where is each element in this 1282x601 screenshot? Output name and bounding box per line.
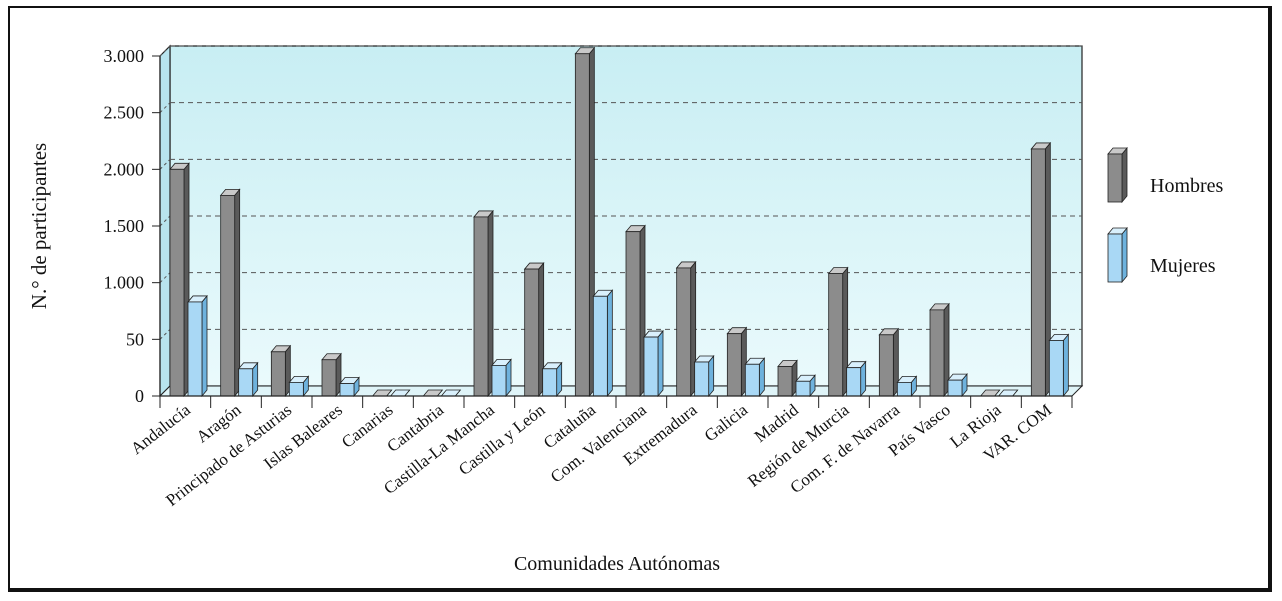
bar-front	[1030, 148, 1046, 397]
bar-front	[878, 334, 894, 397]
bar-hombres	[675, 260, 697, 398]
bar-mujeres	[187, 294, 208, 398]
gridline-side	[159, 215, 171, 227]
chart-frame: 0 50 1.000 1.500 2.000 2.500 3.000 Andalucía Ar…	[8, 6, 1272, 592]
y-tick-label: 1.500	[104, 216, 145, 236]
x-axis-label: Comunidades Autónomas	[514, 553, 720, 575]
y-tick-label: 0	[135, 386, 144, 406]
bar-front	[220, 194, 236, 397]
bar-front	[777, 366, 793, 397]
bar-front	[592, 295, 608, 397]
x-tick-label: Galicia	[701, 400, 752, 445]
bar-mujeres	[339, 376, 360, 398]
bar-front	[238, 368, 254, 397]
legend-label-mujeres: Mujeres	[1150, 255, 1216, 277]
bar-side	[606, 289, 613, 398]
bar-front	[491, 364, 507, 397]
bar-front	[1048, 340, 1064, 397]
gridline-side	[159, 102, 171, 114]
bar-mujeres	[896, 375, 918, 398]
bar-hombres	[625, 224, 646, 398]
bar-hombres	[270, 344, 292, 398]
legend-label-hombres: Hombres	[1150, 175, 1224, 197]
legend-swatch-side	[1121, 146, 1128, 204]
bar-front	[896, 381, 912, 397]
bar-side	[1062, 333, 1069, 398]
bar-side	[234, 188, 241, 398]
legend-swatch-front	[1107, 153, 1123, 203]
bar-side	[708, 354, 715, 398]
bar-front	[542, 368, 558, 397]
x-tick-label: Andalucía	[127, 400, 194, 458]
bar-front	[339, 383, 355, 397]
bar-mujeres	[592, 289, 614, 398]
bar-front	[321, 359, 337, 397]
bar-mujeres	[288, 375, 310, 398]
bar-hombres	[574, 46, 596, 398]
bar-front	[169, 168, 185, 397]
bar-front	[726, 333, 742, 397]
bar-hombres	[219, 188, 241, 398]
bar-hombres	[473, 209, 494, 398]
bar-mujeres	[491, 358, 512, 398]
gridline-side	[159, 45, 171, 57]
bar-mujeres	[947, 373, 968, 398]
bar-hombres	[878, 327, 900, 398]
bar-front	[795, 380, 811, 397]
y-axis-label: N.° de participantes	[27, 143, 51, 309]
y-tick-label: 3.000	[104, 46, 145, 66]
bar-front	[473, 216, 489, 397]
bar-hombres	[1030, 141, 1052, 398]
y-tick-label: 1.000	[104, 273, 145, 293]
bar-mujeres	[541, 361, 563, 398]
bar-mujeres	[693, 354, 715, 398]
bar-mujeres	[795, 374, 816, 398]
bar-hombres	[523, 261, 545, 398]
bar-front	[744, 363, 760, 397]
bar-front	[625, 231, 641, 397]
bar-front	[947, 379, 963, 397]
bar-mujeres	[643, 329, 664, 398]
legend-swatch-hombres	[1107, 146, 1128, 204]
bar-hombres	[726, 326, 748, 398]
bar-hombres	[827, 266, 849, 398]
bar-side	[201, 294, 208, 398]
gridline-side	[159, 328, 171, 340]
bar-front	[574, 53, 590, 397]
bars	[169, 46, 1070, 398]
bar-side	[657, 329, 664, 398]
y-tick-label: 50	[126, 329, 144, 349]
x-tick-label: Castilla y León	[455, 400, 549, 479]
bar-front	[694, 361, 710, 397]
gridline-side	[159, 272, 171, 284]
bar-front	[846, 367, 862, 397]
legend-swatch-front	[1107, 233, 1123, 283]
bar-chart: 0 50 1.000 1.500 2.000 2.500 3.000 AndalucíaAr…	[27, 44, 1224, 575]
bar-mujeres	[237, 361, 259, 398]
bar-front	[929, 309, 945, 397]
bar-hombres	[321, 352, 342, 398]
bar-hombres	[777, 359, 798, 398]
bar-front	[187, 301, 203, 397]
legend: Hombres Mujeres	[1107, 146, 1224, 284]
bar-front	[643, 336, 659, 397]
legend-swatch-side	[1121, 226, 1128, 284]
bar-front	[524, 268, 540, 397]
bar-front	[288, 381, 304, 397]
bar-mujeres	[845, 360, 867, 398]
y-axis: 0 50 1.000 1.500 2.000 2.500 3.000	[104, 46, 161, 406]
bar-front	[270, 351, 286, 397]
y-tick-label: 2.000	[104, 159, 145, 179]
bar-front	[676, 267, 692, 397]
legend-swatch-mujeres	[1107, 226, 1128, 284]
y-tick-label: 2.500	[104, 103, 145, 123]
bar-mujeres	[1048, 333, 1070, 398]
bar-hombres	[169, 162, 190, 398]
bar-mujeres	[744, 357, 766, 398]
gridline-side	[159, 158, 171, 170]
bar-hombres	[929, 302, 950, 398]
bar-front	[828, 273, 844, 397]
